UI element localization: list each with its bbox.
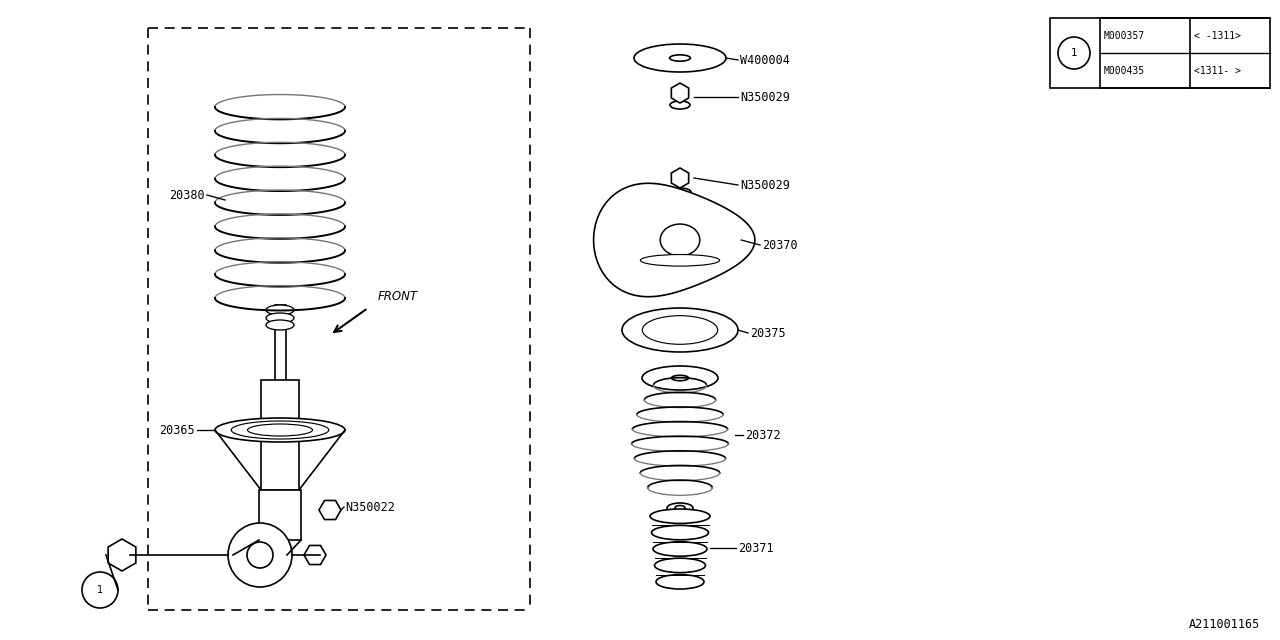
Ellipse shape xyxy=(667,503,692,513)
Polygon shape xyxy=(319,500,340,520)
Text: 20375: 20375 xyxy=(750,326,786,339)
Text: FRONT: FRONT xyxy=(378,290,419,303)
Ellipse shape xyxy=(654,558,705,573)
Ellipse shape xyxy=(653,542,707,556)
Polygon shape xyxy=(305,545,326,564)
Polygon shape xyxy=(108,539,136,571)
Ellipse shape xyxy=(672,375,689,381)
Text: 20370: 20370 xyxy=(762,239,797,252)
Ellipse shape xyxy=(640,255,719,266)
Ellipse shape xyxy=(266,313,294,323)
Text: <1311- >: <1311- > xyxy=(1194,65,1242,76)
Ellipse shape xyxy=(247,424,312,436)
Text: N350029: N350029 xyxy=(740,179,790,191)
Ellipse shape xyxy=(675,506,685,511)
Text: 1: 1 xyxy=(1070,48,1078,58)
Text: < -1311>: < -1311> xyxy=(1194,31,1242,40)
Polygon shape xyxy=(261,380,300,490)
Ellipse shape xyxy=(634,44,726,72)
Text: 20380: 20380 xyxy=(169,189,205,202)
Ellipse shape xyxy=(650,509,710,524)
Ellipse shape xyxy=(669,188,691,196)
Text: W400004: W400004 xyxy=(740,54,790,67)
Circle shape xyxy=(247,542,273,568)
Ellipse shape xyxy=(657,575,704,589)
Ellipse shape xyxy=(643,366,718,390)
Bar xyxy=(1050,18,1270,88)
Ellipse shape xyxy=(660,224,700,256)
Ellipse shape xyxy=(669,55,690,61)
Polygon shape xyxy=(259,490,301,540)
Text: 20365: 20365 xyxy=(160,424,195,436)
Text: 20372: 20372 xyxy=(745,429,781,442)
Ellipse shape xyxy=(652,525,709,540)
Ellipse shape xyxy=(643,316,718,344)
Text: 1: 1 xyxy=(97,585,104,595)
Ellipse shape xyxy=(664,324,696,336)
Text: M000435: M000435 xyxy=(1103,65,1146,76)
Circle shape xyxy=(228,523,292,587)
Ellipse shape xyxy=(232,421,329,439)
Circle shape xyxy=(82,572,118,608)
Polygon shape xyxy=(594,183,755,297)
Ellipse shape xyxy=(266,305,294,315)
Text: A211001165: A211001165 xyxy=(1189,618,1260,632)
Ellipse shape xyxy=(622,308,739,352)
Circle shape xyxy=(1059,37,1091,69)
Text: M000357: M000357 xyxy=(1103,31,1146,40)
Ellipse shape xyxy=(266,320,294,330)
Text: N350029: N350029 xyxy=(740,90,790,104)
Text: N350022: N350022 xyxy=(346,500,394,513)
Polygon shape xyxy=(671,83,689,103)
Polygon shape xyxy=(274,305,285,385)
Ellipse shape xyxy=(215,418,346,442)
Ellipse shape xyxy=(669,101,690,109)
Text: 20371: 20371 xyxy=(739,541,773,554)
Polygon shape xyxy=(671,168,689,188)
